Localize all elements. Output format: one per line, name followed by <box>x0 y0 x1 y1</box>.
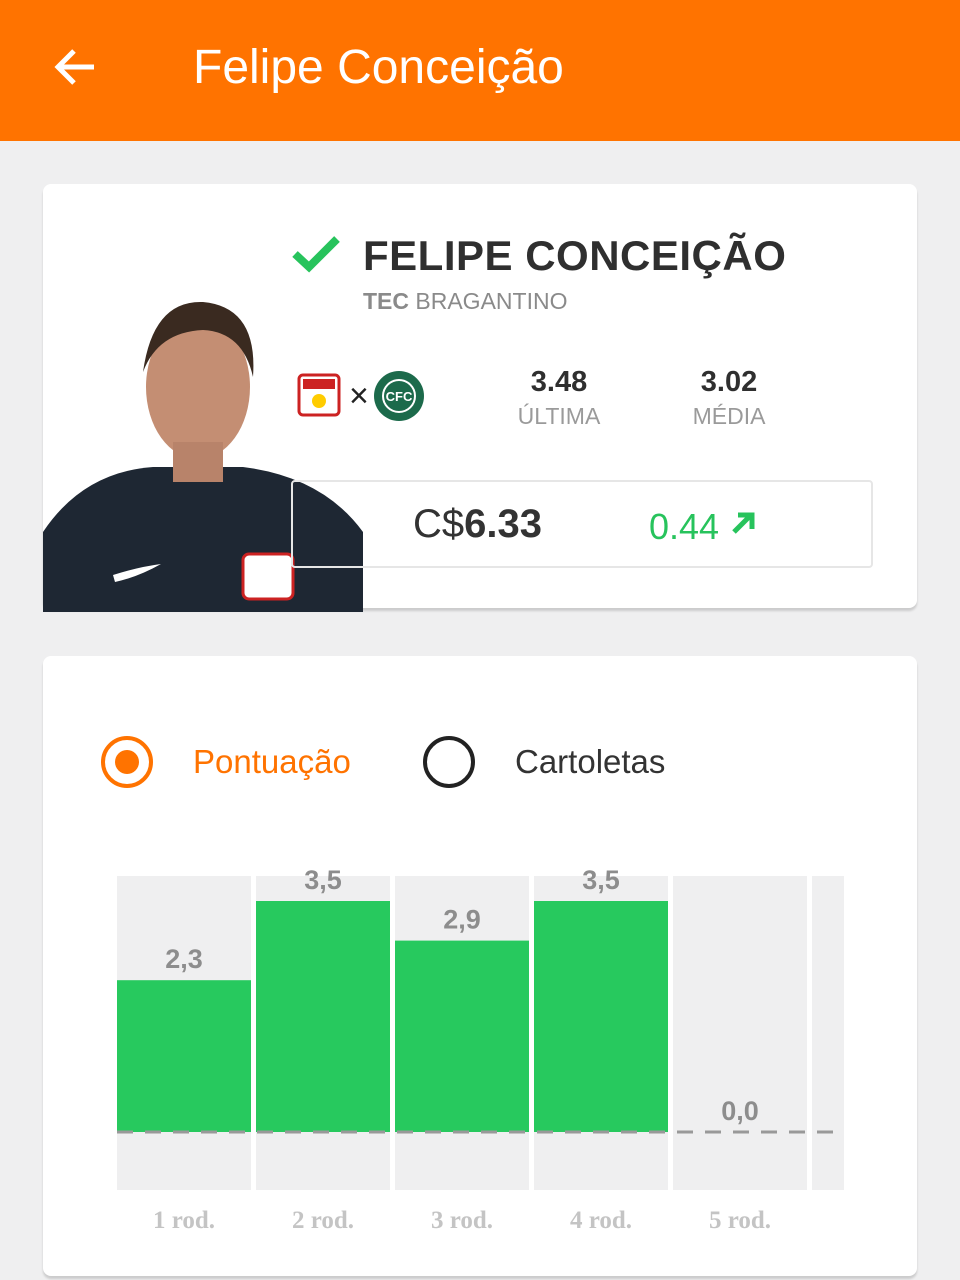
radio-unselected-icon <box>423 736 475 788</box>
x-tick-label: 2 rod. <box>292 1207 354 1234</box>
data-label: 2,3 <box>165 944 203 974</box>
player-card: FELIPE CONCEIÇÃO TEC BRAGANTINO × CFC 3.… <box>43 184 917 612</box>
x-tick-label: 3 rod. <box>431 1207 493 1234</box>
arrow-up-right-icon <box>732 512 755 534</box>
radio-selected-icon <box>101 736 153 788</box>
tab-cartoletas[interactable]: Cartoletas <box>423 736 665 788</box>
x-tick-label: 4 rod. <box>570 1207 632 1234</box>
price-box: C$6.33 0.44 <box>291 480 873 568</box>
column-background <box>673 876 807 1190</box>
page-title: Felipe Conceição <box>193 41 564 94</box>
average-score: 3.02 MÉDIA <box>692 366 766 429</box>
bar <box>256 901 390 1132</box>
tab-pontuacao[interactable]: Pontuação <box>101 736 351 788</box>
home-team-crest <box>297 373 341 417</box>
points-chart: 2,3 1 rod. 3,5 2 rod. 2,9 3 rod. 3,5 4 rod. 0,0 5… <box>117 865 844 1234</box>
bar <box>395 940 529 1132</box>
svg-text:CFC: CFC <box>386 389 413 404</box>
arrow-left-icon[interactable] <box>50 42 100 92</box>
data-label: 3,5 <box>582 865 620 895</box>
column-background <box>812 876 844 1190</box>
player-price: C$6.33 <box>413 502 542 546</box>
away-team-crest: CFC <box>373 371 424 421</box>
x-tick-label: 5 rod. <box>709 1207 771 1234</box>
last-score: 3.48 ÚLTIMA <box>517 366 601 429</box>
bar <box>534 901 668 1132</box>
app-bar: Felipe Conceição <box>0 0 960 141</box>
data-label: 2,9 <box>443 905 481 935</box>
player-name: FELIPE CONCEIÇÃO <box>363 232 787 279</box>
chart-card: Pontuação Cartoletas 2,3 1 rod. 3,5 2 rod. 2… <box>43 656 917 1276</box>
bar <box>117 980 251 1132</box>
player-club: TEC BRAGANTINO <box>363 288 568 314</box>
price-variation: 0.44 <box>649 506 757 548</box>
versus-separator: × <box>349 376 369 415</box>
match-info: × CFC <box>293 370 425 422</box>
player-photo <box>43 292 363 612</box>
data-label: 3,5 <box>304 865 342 895</box>
data-label: 0,0 <box>721 1096 759 1126</box>
x-tick-label: 1 rod. <box>153 1207 215 1234</box>
check-icon <box>292 236 340 273</box>
